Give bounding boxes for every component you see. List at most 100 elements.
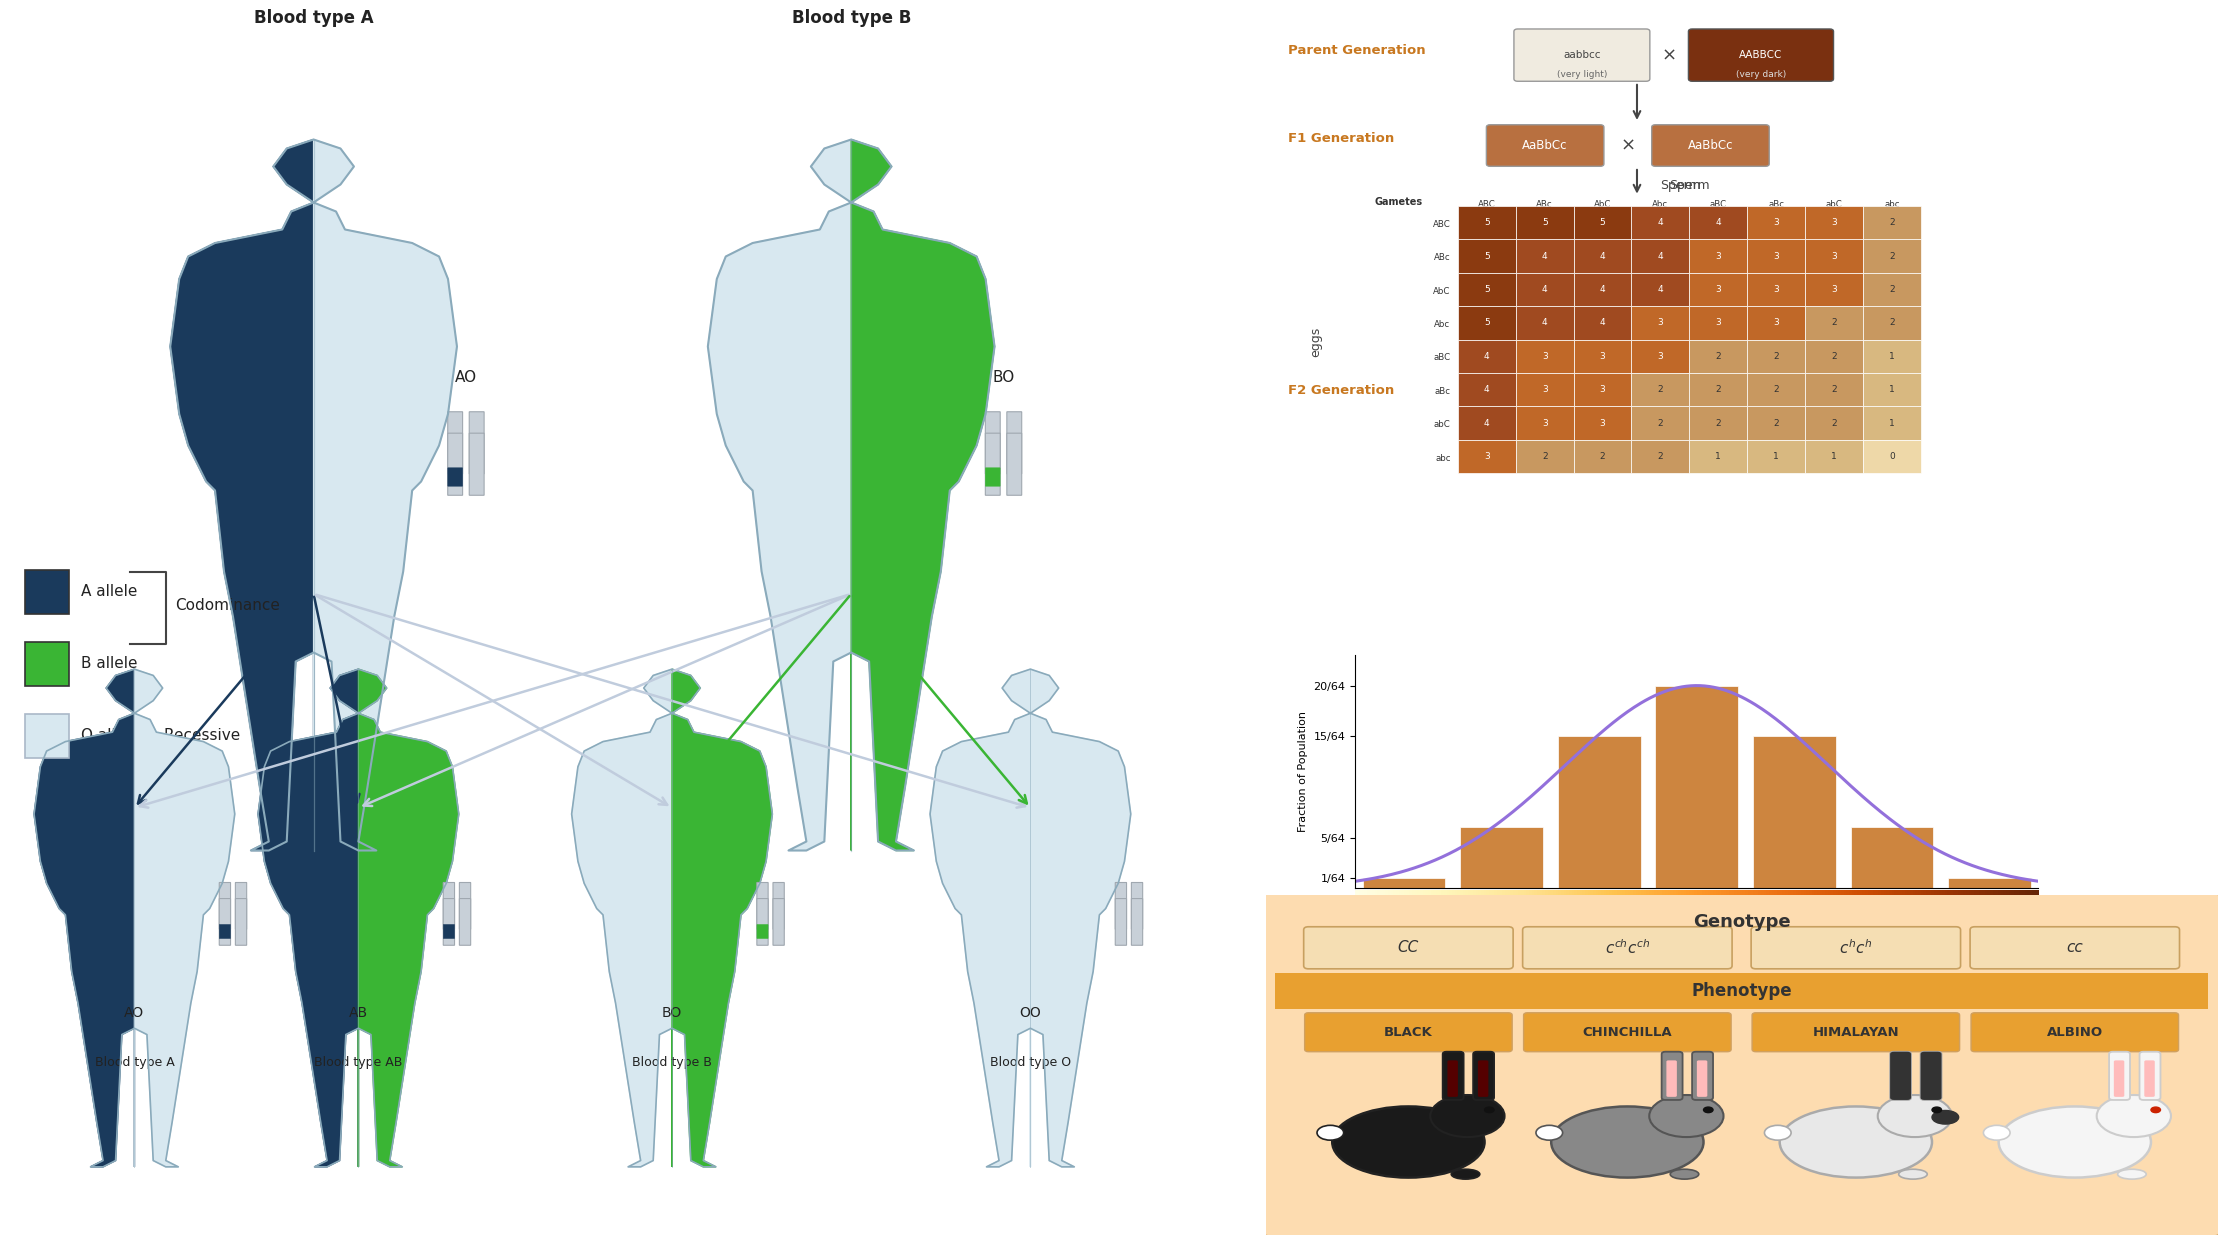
Ellipse shape: [1982, 1125, 2009, 1140]
Polygon shape: [134, 669, 235, 1167]
Text: 2: 2: [1774, 352, 1779, 360]
FancyBboxPatch shape: [473, 474, 482, 491]
FancyBboxPatch shape: [1891, 1052, 1911, 1100]
Ellipse shape: [1931, 1108, 1942, 1113]
FancyBboxPatch shape: [1575, 407, 1631, 440]
Text: 3: 3: [1658, 319, 1664, 328]
Text: ABC: ABC: [1434, 219, 1452, 229]
FancyBboxPatch shape: [1458, 440, 1516, 474]
FancyBboxPatch shape: [1006, 412, 1021, 474]
FancyBboxPatch shape: [1631, 239, 1689, 273]
FancyBboxPatch shape: [2110, 1052, 2130, 1100]
Ellipse shape: [2117, 1169, 2146, 1179]
Text: ALBINO: ALBINO: [2047, 1026, 2103, 1039]
FancyBboxPatch shape: [1516, 340, 1575, 373]
Text: 2: 2: [1774, 386, 1779, 394]
Text: 2: 2: [1888, 285, 1895, 294]
Ellipse shape: [1317, 1125, 1344, 1140]
Text: 3: 3: [1716, 252, 1720, 261]
FancyBboxPatch shape: [1691, 1052, 1714, 1100]
Text: 2: 2: [1830, 352, 1837, 360]
Text: 2: 2: [1716, 386, 1720, 394]
FancyBboxPatch shape: [1747, 273, 1805, 306]
Text: 0: 0: [1888, 452, 1895, 461]
Bar: [1754, 736, 1837, 888]
Text: 4: 4: [1658, 285, 1664, 294]
FancyBboxPatch shape: [1971, 927, 2180, 969]
Text: 4: 4: [1658, 252, 1664, 261]
FancyBboxPatch shape: [1516, 273, 1575, 306]
Text: 3: 3: [1774, 218, 1779, 227]
FancyBboxPatch shape: [757, 898, 768, 945]
Text: 2: 2: [1541, 452, 1548, 461]
FancyBboxPatch shape: [1575, 373, 1631, 407]
Text: aBc: aBc: [1767, 200, 1783, 209]
Text: AO: AO: [125, 1007, 143, 1021]
Text: 3: 3: [1716, 319, 1720, 328]
Polygon shape: [672, 669, 773, 1167]
Bar: [1850, 828, 1933, 888]
FancyBboxPatch shape: [1575, 273, 1631, 306]
FancyBboxPatch shape: [459, 882, 470, 929]
FancyBboxPatch shape: [773, 898, 784, 945]
FancyBboxPatch shape: [1458, 407, 1516, 440]
Text: Blood type A: Blood type A: [253, 9, 374, 26]
Ellipse shape: [1998, 1106, 2150, 1178]
FancyBboxPatch shape: [1747, 340, 1805, 373]
FancyBboxPatch shape: [1747, 239, 1805, 273]
Text: Blood type A: Blood type A: [94, 1056, 175, 1068]
Text: ABc: ABc: [1434, 253, 1452, 262]
Text: 4: 4: [1658, 218, 1664, 227]
Polygon shape: [314, 140, 457, 851]
Text: O allele — Recessive: O allele — Recessive: [81, 728, 240, 743]
Polygon shape: [358, 669, 459, 1167]
FancyBboxPatch shape: [1631, 373, 1689, 407]
Text: 3: 3: [1541, 418, 1548, 427]
Text: 2: 2: [1888, 218, 1895, 227]
FancyBboxPatch shape: [448, 412, 464, 474]
FancyBboxPatch shape: [1116, 898, 1127, 945]
FancyBboxPatch shape: [1864, 407, 1920, 440]
Text: 1: 1: [1888, 386, 1895, 394]
Text: CHINCHILLA: CHINCHILLA: [1581, 1026, 1673, 1039]
FancyBboxPatch shape: [1458, 273, 1516, 306]
Text: 3: 3: [1599, 386, 1606, 394]
Text: 1: 1: [1716, 452, 1720, 461]
FancyBboxPatch shape: [448, 467, 461, 486]
Text: aBC: aBC: [1709, 200, 1727, 209]
Text: 3: 3: [1599, 418, 1606, 427]
FancyBboxPatch shape: [459, 898, 470, 945]
Bar: [1949, 878, 2032, 888]
FancyBboxPatch shape: [1118, 929, 1124, 942]
Text: AABBCC: AABBCC: [1738, 50, 1783, 59]
FancyBboxPatch shape: [1747, 373, 1805, 407]
FancyBboxPatch shape: [1752, 1013, 1960, 1052]
Text: Abc: Abc: [1653, 200, 1669, 209]
FancyBboxPatch shape: [1487, 125, 1604, 166]
Text: BO: BO: [992, 370, 1015, 386]
Text: B allele: B allele: [81, 656, 137, 672]
Bar: [1655, 685, 1738, 888]
FancyBboxPatch shape: [1864, 239, 1920, 273]
FancyBboxPatch shape: [220, 925, 231, 939]
FancyBboxPatch shape: [2144, 1061, 2155, 1097]
FancyBboxPatch shape: [1971, 1013, 2180, 1052]
Text: Abc: Abc: [1434, 320, 1452, 329]
FancyBboxPatch shape: [468, 412, 484, 474]
FancyBboxPatch shape: [444, 898, 455, 945]
Polygon shape: [851, 140, 995, 851]
Text: aBc: aBc: [1434, 387, 1452, 396]
Polygon shape: [930, 669, 1030, 1167]
Text: 5: 5: [1483, 319, 1490, 328]
Text: aabbcc: aabbcc: [1564, 50, 1602, 59]
FancyBboxPatch shape: [220, 898, 231, 945]
Ellipse shape: [1550, 1106, 1702, 1178]
Text: Genotype: Genotype: [1693, 914, 1790, 931]
Text: Phenotype: Phenotype: [1691, 982, 1792, 1000]
FancyBboxPatch shape: [759, 929, 766, 942]
Text: Parent Generation: Parent Generation: [1288, 44, 1425, 57]
Text: 3: 3: [1774, 319, 1779, 328]
Bar: [1362, 878, 1445, 888]
FancyBboxPatch shape: [235, 898, 246, 945]
FancyBboxPatch shape: [1575, 440, 1631, 474]
